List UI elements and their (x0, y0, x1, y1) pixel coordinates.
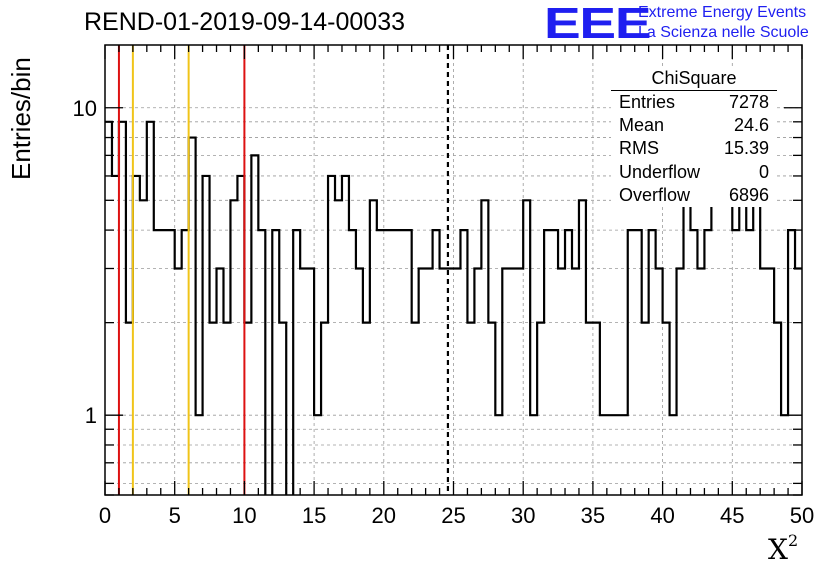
stats-row-mean: Mean 24.6 (611, 114, 777, 137)
tick-labels: 0 5 10 15 20 25 30 35 40 45 50 1 10 (73, 96, 815, 528)
x-tick-label: 10 (232, 503, 256, 528)
x-tick-label: 45 (720, 503, 744, 528)
axes (104, 44, 803, 496)
stats-row-overflow: Overflow 6896 (611, 184, 777, 207)
stats-value: 0 (758, 161, 769, 182)
x-tick-label: 40 (650, 503, 674, 528)
stats-box: ChiSquare Entries 7278 Mean 24.6 RMS 15.… (611, 66, 777, 207)
stats-label: Overflow (619, 184, 691, 205)
x-axis-label-base: X (768, 533, 788, 566)
stats-value: 24.6 (733, 115, 769, 136)
stats-row-entries: Entries 7278 (611, 91, 777, 114)
stats-label: Underflow (619, 161, 701, 182)
stats-label: RMS (619, 138, 659, 159)
x-tick-label: 35 (581, 503, 605, 528)
stats-row-rms: RMS 15.39 (611, 137, 777, 160)
logo-caption: Extreme Energy Events La Scienza nelle S… (638, 3, 809, 43)
stats-value: 7278 (728, 92, 769, 112)
x-tick-label: 25 (441, 503, 465, 528)
y-axis-label: Entries/bin (6, 57, 36, 180)
y-tick-label: 1 (85, 403, 97, 428)
x-tick-label: 30 (511, 503, 535, 528)
x-tick-label: 0 (99, 503, 111, 528)
stats-row-underflow: Underflow 0 (611, 161, 777, 184)
x-tick-label: 50 (790, 503, 814, 528)
x-axis-label: X2 (768, 531, 799, 566)
stats-label: Entries (619, 92, 676, 112)
logo-caption-line1: Extreme Energy Events (638, 4, 807, 21)
histogram (105, 120, 802, 495)
vertical-markers (117, 45, 450, 495)
stats-value: 15.39 (723, 138, 769, 159)
x-tick-label: 20 (372, 503, 396, 528)
x-tick-label: 5 (169, 503, 181, 528)
logo-caption-line2: La Scienza nelle Scuole (638, 24, 809, 41)
x-tick-label: 15 (302, 503, 326, 528)
stats-title: ChiSquare (611, 66, 777, 91)
x-axis-label-superscript: 2 (787, 531, 799, 550)
histogram-line (105, 120, 802, 495)
stats-label: Mean (619, 115, 665, 136)
run-title: REND-01-2019-09-14-00033 (84, 8, 406, 36)
stats-value: 6896 (728, 184, 769, 205)
eee-logo: EEE (544, 0, 652, 48)
y-tick-label: 10 (73, 96, 97, 121)
